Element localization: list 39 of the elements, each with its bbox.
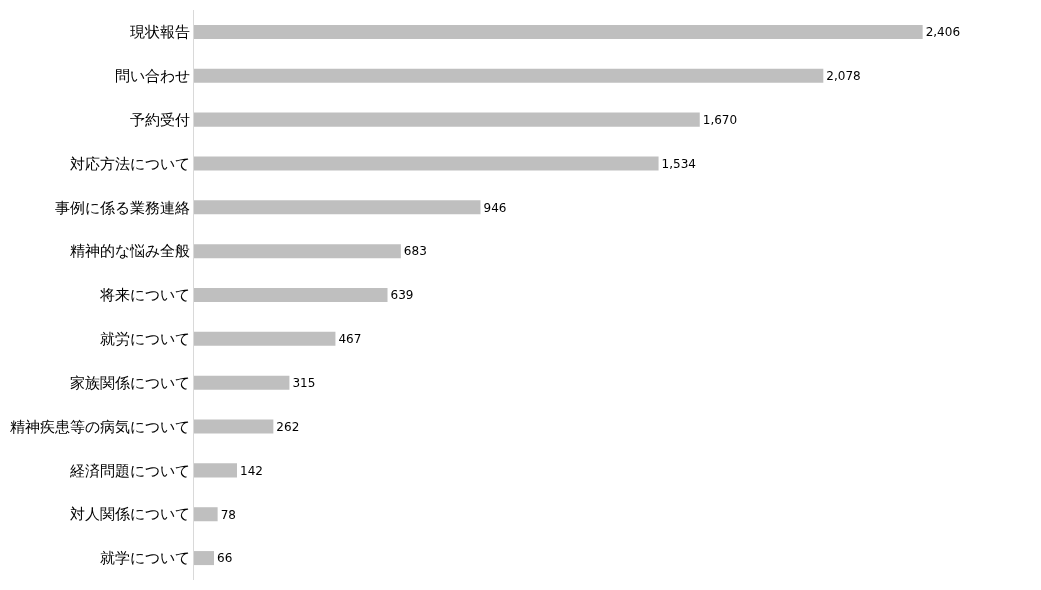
bar xyxy=(194,244,401,259)
y-tick-label: 現状報告 xyxy=(130,23,190,42)
bar xyxy=(194,287,388,303)
y-tick-label: 経済問題について xyxy=(69,461,190,480)
bar xyxy=(194,463,237,478)
data-label: 2,078 xyxy=(826,69,861,84)
bar xyxy=(194,331,336,346)
y-tick-label: 就学について xyxy=(100,549,190,568)
data-label: 2,406 xyxy=(925,25,961,40)
y-tick-label: 精神疾患等の病気について xyxy=(10,417,190,436)
data-label: 1,534 xyxy=(661,156,696,171)
y-tick-label: 就労について xyxy=(100,330,190,349)
y-tick-label: 事例に係る業務連絡 xyxy=(55,198,190,217)
bar xyxy=(194,507,218,522)
data-label: 467 xyxy=(338,332,362,347)
y-tick-label: 対応方法について xyxy=(70,154,190,173)
data-label: 142 xyxy=(240,463,263,478)
y-tick-label: 問い合わせ xyxy=(115,67,190,86)
data-label: 639 xyxy=(390,288,414,303)
y-tick-label: 将来について xyxy=(99,286,190,305)
y-tick-label: 予約受付 xyxy=(130,110,190,129)
bar xyxy=(194,200,481,215)
y-tick-label: 家族関係について xyxy=(70,373,190,392)
data-label: 66 xyxy=(216,551,233,566)
data-label: 946 xyxy=(483,200,507,215)
bar xyxy=(194,112,700,127)
bar xyxy=(194,419,274,434)
data-label: 315 xyxy=(292,376,316,391)
data-label: 262 xyxy=(276,419,300,434)
bar xyxy=(194,24,923,39)
y-tick-label: 対人関係について xyxy=(70,505,190,524)
bar xyxy=(194,68,824,83)
data-label: 78 xyxy=(220,507,236,522)
data-label: 683 xyxy=(403,244,427,259)
bar xyxy=(194,551,214,566)
bar xyxy=(194,375,290,390)
data-label: 1,670 xyxy=(702,112,738,127)
y-tick-label: 精神的な悩み全般 xyxy=(70,242,190,261)
bar xyxy=(194,156,659,171)
